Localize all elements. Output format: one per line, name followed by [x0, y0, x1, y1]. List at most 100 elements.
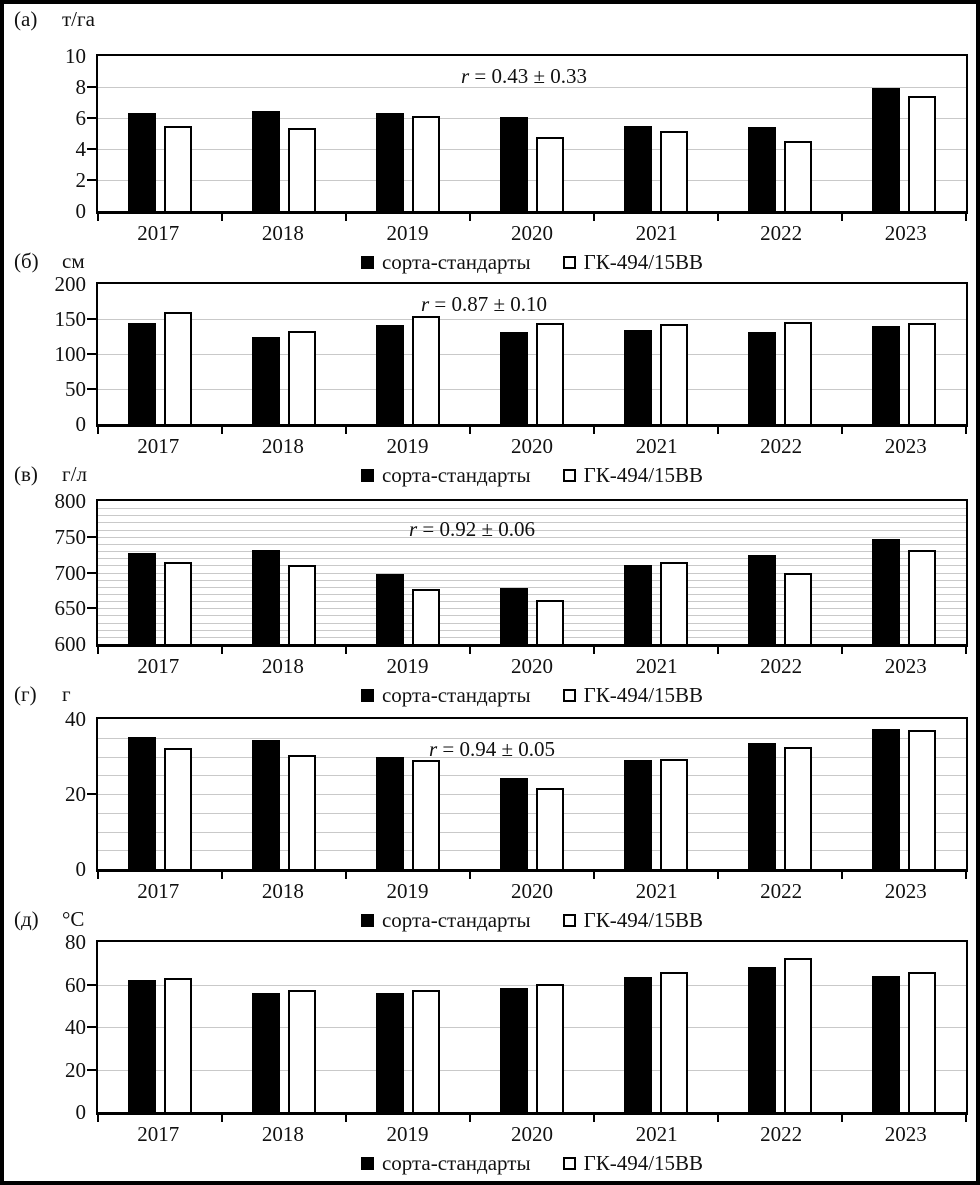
- y-tick-mark: [87, 571, 96, 574]
- bar-series-container: [98, 284, 966, 424]
- y-axis-unit-label: т/га: [62, 7, 95, 31]
- bar-v-2022-series1: [748, 555, 776, 644]
- panel-g: (г) г сорта-стандарты ГК-494/15ВВ 0 20 40 r = 0…: [4, 679, 976, 904]
- white-square-swatch-icon: [562, 469, 576, 482]
- x-tick-label-2017: 2017: [137, 1122, 180, 1146]
- chart-legend: сорта-стандарты ГК-494/15ВВ: [96, 904, 968, 933]
- gridline: [98, 543, 966, 545]
- bar-group-2017: [98, 56, 222, 211]
- bar-series-container: [98, 942, 966, 1112]
- bar-v-2023-series2: [908, 550, 936, 644]
- y-tick-label: 4: [75, 137, 87, 161]
- y-tick-label: 100: [54, 342, 87, 366]
- bar-group-2021: [594, 501, 718, 644]
- bar-group-2021: [594, 56, 718, 211]
- x-tick-mark: [717, 214, 719, 221]
- x-tick-mark: [221, 427, 223, 434]
- chart-legend: сорта-стандарты ГК-494/15ВВ: [96, 1147, 968, 1176]
- gridline: [98, 794, 966, 795]
- legend-label: ГК-494/15ВВ: [583, 1151, 704, 1175]
- bar-a-2021-series1: [624, 125, 652, 211]
- black-square-swatch-icon: [360, 1157, 374, 1170]
- x-tick-mark: [717, 1115, 719, 1122]
- bar-g-2017-series1: [128, 737, 156, 869]
- x-tick-mark: [593, 214, 595, 221]
- bar-b-2019-series1: [376, 325, 404, 424]
- panel-label: (а) т/га: [14, 7, 95, 32]
- plot-area-v: 600 650 700 750 800 r = 0.92 ± 0.06: [55, 490, 968, 655]
- x-tick-mark: [221, 872, 223, 879]
- legend-label: сорта-стандарты: [381, 250, 531, 274]
- bar-g-2019-series2: [412, 759, 440, 869]
- bar-v-2021-series1: [624, 565, 652, 644]
- panel-b: (б) см сорта-стандарты ГК-494/15ВВ 0 50 100 150…: [4, 246, 976, 459]
- bar-group-2019: [346, 56, 470, 211]
- x-tick-mark: [345, 1115, 347, 1122]
- bar-group-2021: [594, 719, 718, 869]
- bar-series-container: [98, 501, 966, 644]
- x-tick-mark: [717, 647, 719, 654]
- bar-b-2023-series1: [872, 326, 900, 424]
- bar-v-2023-series1: [872, 538, 900, 644]
- panel-d: (д) °С сорта-стандарты ГК-494/15ВВ 0 20 40 60 80…: [4, 904, 976, 1147]
- y-tick-label: 600: [54, 632, 87, 656]
- gridline: [98, 536, 966, 538]
- white-square-swatch-icon: [562, 914, 576, 927]
- bar-d-2021-series1: [624, 977, 652, 1112]
- x-tick-label-2017: 2017: [137, 434, 180, 458]
- gridline: [98, 180, 966, 181]
- x-tick-mark: [469, 647, 471, 654]
- black-square-swatch-icon: [360, 256, 374, 269]
- bar-d-2023-series1: [872, 976, 900, 1112]
- gridline: [98, 522, 966, 524]
- x-tick-label-2022: 2022: [760, 434, 803, 458]
- y-tick-label: 0: [75, 857, 87, 881]
- panel-letter: (д): [14, 907, 39, 931]
- bar-group-2023: [842, 501, 966, 644]
- bar-series-container: [98, 56, 966, 211]
- bar-v-2021-series2: [660, 561, 688, 644]
- bar-group-2017: [98, 942, 222, 1112]
- bar-d-2019-series1: [376, 993, 404, 1112]
- bar-v-2022-series2: [784, 572, 812, 644]
- x-tick-mark: [965, 647, 967, 654]
- legend-label: ГК-494/15ВВ: [583, 908, 704, 932]
- legend-label: сорта-стандарты: [381, 463, 531, 487]
- chart-legend: сорта-стандарты ГК-494/15ВВ: [96, 246, 968, 275]
- x-tick-label-2020: 2020: [511, 1122, 554, 1146]
- panel-letter: (а): [14, 7, 38, 31]
- bar-b-2018-series2: [288, 330, 316, 424]
- bar-group-2018: [222, 942, 346, 1112]
- bar-b-2017-series1: [128, 323, 156, 424]
- y-tick-label: 200: [54, 272, 87, 296]
- x-axis-labels-a: 2017 2018 2019 2020 2021 2022 2023: [96, 214, 968, 246]
- bar-group-2019: [346, 942, 470, 1112]
- bar-g-2018-series2: [288, 755, 316, 869]
- y-tick-label: 80: [65, 930, 86, 954]
- bar-b-2018-series1: [252, 336, 280, 424]
- bar-series-container: [98, 719, 966, 869]
- x-tick-label-2017: 2017: [137, 654, 180, 678]
- legend-item-series2: ГК-494/15ВВ: [562, 250, 703, 275]
- gridline: [98, 737, 966, 739]
- gridline: [98, 551, 966, 553]
- chart-legend: сорта-стандарты ГК-494/15ВВ: [96, 459, 968, 488]
- bar-group-2023: [842, 942, 966, 1112]
- gridline: [98, 558, 966, 560]
- y-tick-label: 20: [65, 1057, 86, 1082]
- panel-a: (а) т/га 0 2 4 6 8 10 r = 0.43 ± 0.33 2017 2018 201…: [4, 4, 976, 246]
- plot-wrap-a: 0 2 4 6 8 10 r = 0.43 ± 0.33: [65, 45, 968, 222]
- correlation-symbol: r: [408, 517, 418, 541]
- y-tick-mark: [87, 179, 96, 181]
- legend-label: ГК-494/15ВВ: [583, 683, 704, 707]
- x-tick-mark: [841, 214, 843, 221]
- x-tick-mark: [469, 1115, 471, 1122]
- bar-d-2020-series1: [500, 988, 528, 1112]
- panel-letter: (г): [14, 682, 37, 706]
- x-tick-mark: [345, 427, 347, 434]
- y-tick-label: 0: [75, 199, 87, 223]
- plot-wrap-b: 0 50 100 150 200 r = 0.87 ± 0.10: [55, 273, 968, 435]
- y-tick-label: 10: [65, 44, 86, 68]
- bar-g-2020-series1: [500, 777, 528, 869]
